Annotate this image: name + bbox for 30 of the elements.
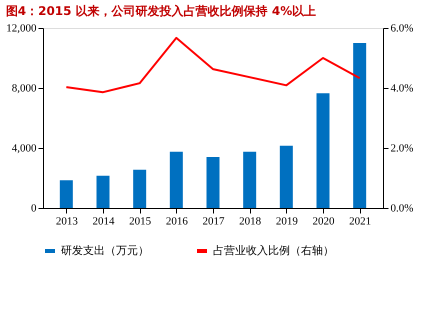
- x-tick-label: 2014: [92, 216, 115, 228]
- chart-title: 图4：2015 以来，公司研发投入占营收比例保持 4%以上: [6, 4, 316, 18]
- y2-tick-label: 4.0%: [390, 82, 414, 94]
- x-tick-label: 2015: [129, 216, 152, 228]
- x-tick-label: 2021: [349, 216, 372, 228]
- y-tick-label: 4,000: [12, 142, 37, 154]
- x-tick-label: 2019: [276, 216, 298, 228]
- legend-label: 研发支出（万元）: [61, 244, 149, 257]
- y-tick-label: 0: [31, 202, 37, 214]
- x-tick-label: 2013: [56, 216, 78, 228]
- bar: [353, 43, 366, 208]
- y2-tick-label: 6.0%: [390, 22, 414, 34]
- legend-label: 占营业收入比例（右轴）: [213, 244, 334, 257]
- x-tick-label: 2016: [166, 216, 188, 228]
- y2-tick-label: 0.0%: [390, 202, 414, 214]
- bar: [243, 152, 256, 208]
- line-series: [65, 36, 361, 94]
- bar: [170, 152, 183, 208]
- y-tick-label: 12,000: [6, 22, 37, 34]
- bar: [316, 93, 330, 208]
- bar: [96, 176, 110, 208]
- x-tick-label: 2018: [239, 216, 262, 228]
- bar: [206, 157, 220, 208]
- x-tick-label: 2020: [312, 216, 335, 228]
- bar: [133, 170, 146, 208]
- y2-tick-label: 2.0%: [390, 142, 414, 154]
- bar: [60, 180, 73, 208]
- bar: [280, 146, 293, 208]
- x-tick-label: 2017: [202, 216, 225, 228]
- y-tick-label: 8,000: [12, 82, 37, 94]
